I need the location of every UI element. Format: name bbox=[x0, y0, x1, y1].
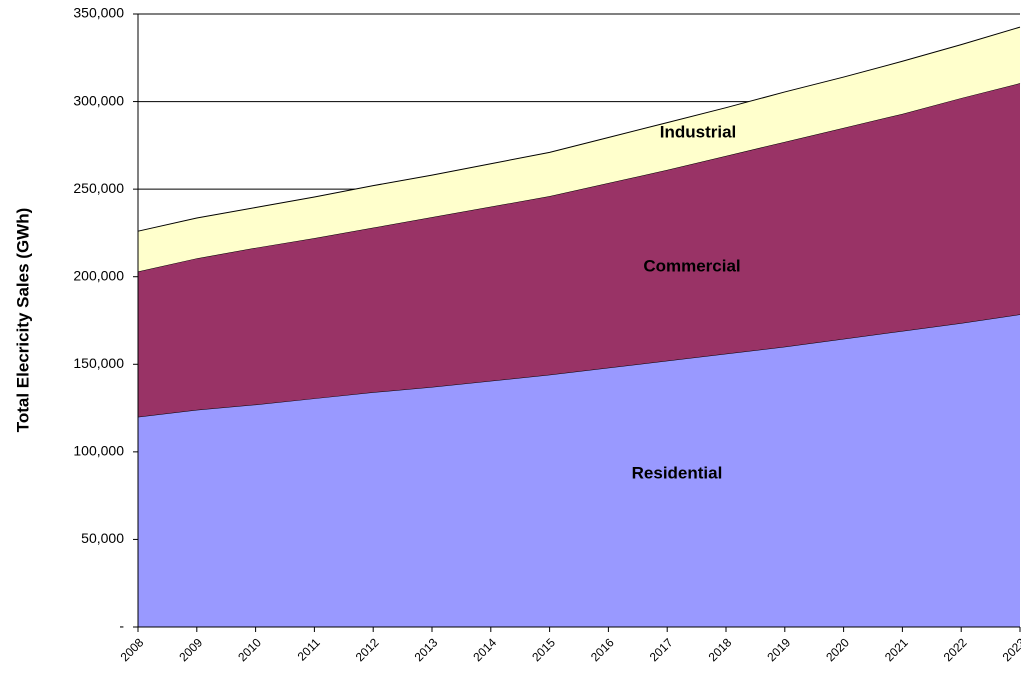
area bbox=[138, 314, 1020, 627]
y-axis-label: Total Elecricity Sales (GWh) bbox=[13, 208, 32, 433]
x-tick-label: 2018 bbox=[706, 635, 735, 664]
y-tick-label: 200,000 bbox=[73, 267, 124, 283]
y-tick-label: 150,000 bbox=[73, 355, 124, 371]
x-tick-label: 2010 bbox=[235, 635, 264, 664]
area-edge bbox=[137, 26, 1021, 232]
y-tick-label: 50,000 bbox=[81, 530, 124, 546]
x-tick-label: 2012 bbox=[353, 635, 382, 664]
area-edge bbox=[137, 313, 1021, 418]
series-label: Commercial bbox=[643, 256, 740, 275]
x-tick-label: 2014 bbox=[470, 635, 499, 664]
series-label: Industrial bbox=[660, 122, 737, 141]
x-tick-label: 2009 bbox=[176, 635, 205, 664]
x-tick-label: 2013 bbox=[412, 635, 441, 664]
y-tick-label: 350,000 bbox=[73, 5, 124, 21]
x-tick-label: 2016 bbox=[588, 635, 617, 664]
series-label: Residential bbox=[632, 463, 723, 482]
x-tick-label: 2019 bbox=[764, 635, 793, 664]
area bbox=[138, 83, 1020, 417]
x-tick-label: 2020 bbox=[823, 635, 852, 664]
x-tick-label: 2023 bbox=[1000, 635, 1021, 664]
y-tick-label: 100,000 bbox=[73, 443, 124, 459]
x-tick-label: 2017 bbox=[647, 635, 676, 664]
x-tick-label: 2021 bbox=[882, 635, 911, 664]
x-tick-label: 2011 bbox=[295, 635, 323, 663]
y-tick-label: 300,000 bbox=[73, 92, 124, 108]
x-tick-label: 2022 bbox=[941, 635, 970, 664]
x-tick-label: 2008 bbox=[118, 635, 147, 664]
y-tick-label: 250,000 bbox=[73, 180, 124, 196]
y-tick-label: - bbox=[119, 618, 124, 634]
x-tick-label: 2015 bbox=[529, 635, 558, 664]
